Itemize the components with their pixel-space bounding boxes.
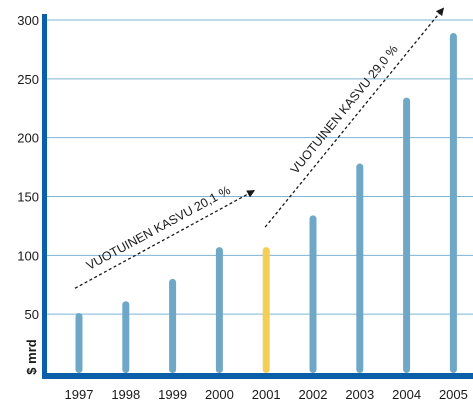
x-tick-label-1998: 1998 — [111, 387, 140, 402]
x-tick-label-1997: 1997 — [65, 387, 94, 402]
x-axis-line — [42, 373, 473, 379]
annotation-arrow-2 — [264, 7, 445, 228]
annotation-label-2: VUOTUINEN KASVU 29,0 % — [288, 42, 401, 176]
x-tick-label-2004: 2004 — [392, 387, 421, 402]
x-tick-label-1999: 1999 — [158, 387, 187, 402]
y-axis-line — [42, 14, 47, 378]
bar-2004 — [403, 97, 411, 373]
y-tick-label-200: 200 — [17, 131, 39, 146]
bar-1998 — [122, 301, 130, 373]
y-tick-label-250: 250 — [17, 72, 39, 87]
y-tick-label-50: 50 — [25, 307, 39, 322]
x-tick-label-2001: 2001 — [252, 387, 281, 402]
y-axis-label: $ mrd — [24, 339, 39, 374]
x-tick-label-2003: 2003 — [345, 387, 374, 402]
bar-2000 — [215, 247, 223, 373]
x-tick-label-2005: 2005 — [439, 387, 468, 402]
axes — [42, 14, 473, 379]
bar-2002 — [309, 215, 317, 373]
gridlines — [42, 19, 473, 315]
y-tick-label-100: 100 — [17, 248, 39, 263]
x-tick-label-2000: 2000 — [205, 387, 234, 402]
bar-2005 — [449, 32, 457, 374]
y-tick-label-150: 150 — [17, 190, 39, 205]
x-tick-label-2002: 2002 — [299, 387, 328, 402]
bar-1997 — [75, 312, 83, 373]
bar-2001 — [262, 247, 270, 373]
bar-1999 — [169, 278, 177, 373]
y-tick-label-300: 300 — [17, 13, 39, 28]
tick-labels: 50 100 150 200 250 300 1997 1998 1999 2000 2001 200… — [17, 13, 468, 402]
bar-2003 — [356, 163, 364, 373]
annotation-arrow-1 — [74, 190, 256, 289]
bars — [75, 32, 457, 374]
annotations: VUOTUINEN KASVU 20,1 %VUOTUINEN KASVU 29… — [74, 7, 445, 289]
